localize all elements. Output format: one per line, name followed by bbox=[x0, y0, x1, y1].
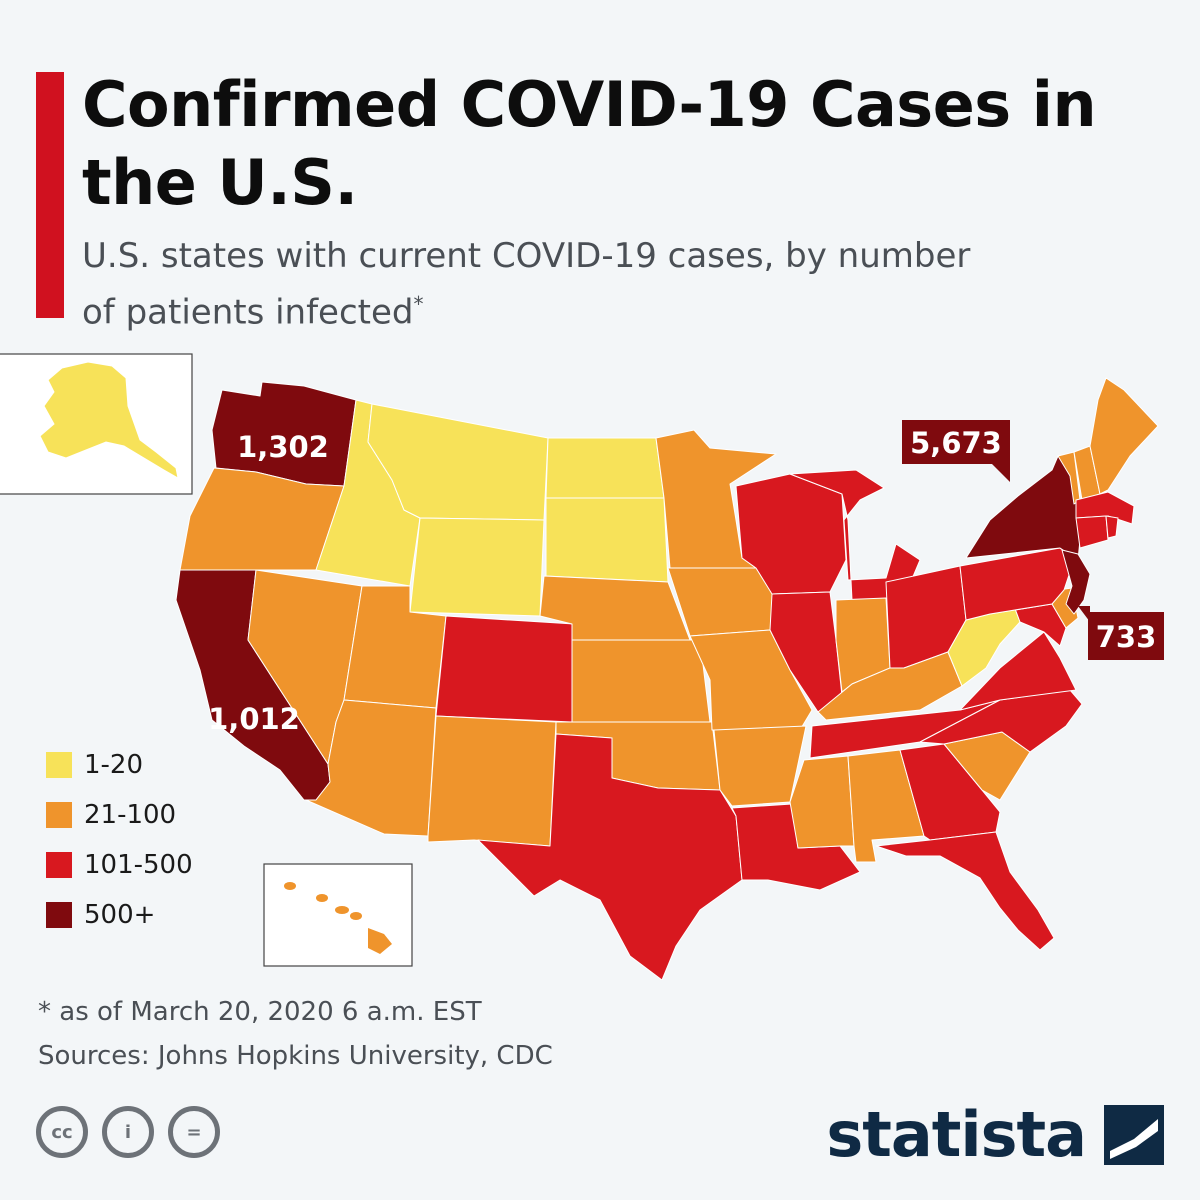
state-VA bbox=[959, 631, 1077, 711]
state-AK bbox=[39, 361, 179, 479]
state-CT bbox=[1075, 515, 1109, 549]
label-washington-box bbox=[232, 424, 334, 468]
label-new-jersey-pointer bbox=[1078, 606, 1090, 622]
label-washington-text: 1,302 bbox=[237, 430, 329, 464]
label-new-york: 5,673 bbox=[902, 420, 1010, 482]
legend-item: 101-500 bbox=[46, 840, 193, 890]
legend-item: 1-20 bbox=[46, 740, 193, 790]
us-map: 1,302 1,012 5,673 733 bbox=[0, 353, 1164, 980]
state-MS bbox=[789, 755, 855, 849]
legend-swatch bbox=[46, 852, 72, 878]
state-TX bbox=[477, 733, 743, 980]
attribution-icon[interactable]: i bbox=[102, 1106, 154, 1158]
subtitle-footnote-mark: * bbox=[413, 292, 424, 316]
page-subtitle: U.S. states with current COVID-19 cases,… bbox=[82, 232, 982, 336]
statista-logo-text: statista bbox=[826, 1098, 1087, 1171]
state-NM bbox=[427, 715, 557, 847]
state-CO bbox=[435, 615, 575, 723]
footnote: * as of March 20, 2020 6 a.m. EST Source… bbox=[38, 990, 553, 1078]
label-new-york-box bbox=[902, 420, 1010, 464]
label-california: 1,012 bbox=[208, 702, 300, 736]
accent-bar bbox=[36, 72, 64, 318]
state-ME bbox=[1089, 377, 1159, 495]
subtitle-text: U.S. states with current COVID-19 cases,… bbox=[82, 236, 971, 333]
label-new-jersey-text: 733 bbox=[1096, 620, 1157, 654]
lower-48 bbox=[175, 377, 1159, 980]
statista-logo-icon bbox=[1104, 1104, 1164, 1165]
legend-label: 21-100 bbox=[84, 800, 177, 830]
legend-item: 21-100 bbox=[46, 790, 193, 840]
state-HI bbox=[335, 906, 349, 914]
state-KS bbox=[571, 639, 711, 723]
legend-swatch bbox=[46, 902, 72, 928]
label-california-text: 1,012 bbox=[208, 702, 300, 736]
state-HI bbox=[368, 928, 392, 954]
state-AR bbox=[713, 725, 807, 807]
footnote-sources: Sources: Johns Hopkins University, CDC bbox=[38, 1041, 553, 1071]
state-WY bbox=[409, 517, 545, 617]
legend: 1-20 21-100 101-500 500+ bbox=[46, 740, 193, 940]
footnote-date: * as of March 20, 2020 6 a.m. EST bbox=[38, 997, 482, 1027]
state-MN bbox=[655, 429, 777, 569]
page-title: Confirmed COVID-19 Cases in the U.S. bbox=[82, 68, 1097, 219]
label-new-york-text: 5,673 bbox=[910, 426, 1002, 460]
legend-item: 500+ bbox=[46, 890, 193, 940]
label-washington: 1,302 bbox=[232, 424, 334, 468]
label-new-jersey-box bbox=[1088, 612, 1164, 660]
state-FL bbox=[875, 831, 1055, 951]
no-derivatives-icon[interactable]: = bbox=[168, 1106, 220, 1158]
state-HI bbox=[350, 912, 362, 920]
legend-swatch bbox=[46, 752, 72, 778]
legend-label: 500+ bbox=[84, 900, 156, 930]
state-SD bbox=[545, 497, 669, 583]
state-RI bbox=[1105, 515, 1119, 539]
cc-icon[interactable]: cc bbox=[36, 1106, 88, 1158]
legend-label: 101-500 bbox=[84, 850, 193, 880]
brand[interactable]: statista bbox=[826, 1098, 1164, 1171]
state-NY bbox=[965, 455, 1081, 561]
legend-label: 1-20 bbox=[84, 750, 144, 780]
label-new-york-pointer bbox=[988, 460, 1010, 482]
state-HI bbox=[316, 894, 328, 902]
license-icons: cc i = bbox=[36, 1106, 220, 1158]
state-HI-group bbox=[284, 882, 392, 954]
state-HI bbox=[284, 882, 296, 890]
label-new-jersey: 733 bbox=[1078, 606, 1164, 660]
legend-swatch bbox=[46, 802, 72, 828]
state-ND bbox=[545, 437, 665, 499]
hawaii-inset bbox=[263, 863, 413, 967]
